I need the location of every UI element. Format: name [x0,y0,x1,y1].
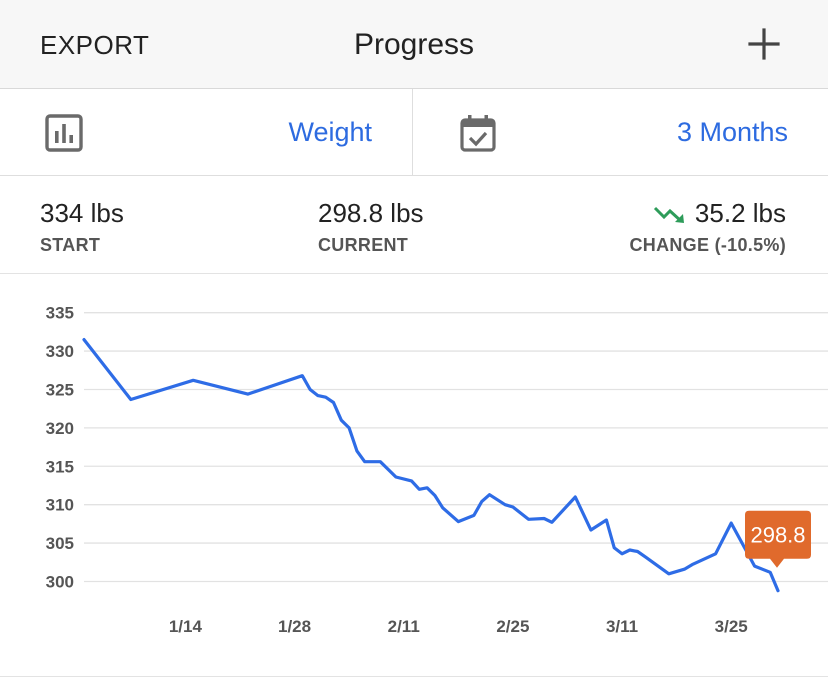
y-tick-label: 315 [46,457,74,476]
top-app-bar: EXPORT Progress [0,0,828,89]
page-title: Progress [353,28,475,61]
weight-line [82,337,780,593]
date-range-value: 3 Months [676,117,788,147]
export-button[interactable]: EXPORT [40,30,150,60]
change-stat: 35.2 lbs CHANGE (-10.5%) [629,198,786,256]
current-value: 298.8 lbs [318,198,424,228]
y-tick-label: 335 [46,304,74,323]
start-label: START [40,235,101,255]
current-stat: 298.8 lbs CURRENT [318,198,424,256]
weight-chart: 300 305 310 315 320 325 330 335 1/14 1/28 2/11 2/25… [0,275,828,675]
date-range-selector[interactable]: 3 Months [414,89,828,175]
y-tick-label: 300 [46,572,74,591]
x-tick-label: 1/28 [278,617,311,636]
weight-line-chart: 300 305 310 315 320 325 330 335 1/14 1/28 2/11 2/25… [46,304,828,636]
metric-selector[interactable]: Weight [0,89,413,175]
start-value: 334 lbs [40,198,124,228]
y-tick-label: 305 [46,534,74,553]
x-tick-label: 2/11 [388,617,420,636]
y-tick-label: 310 [46,496,74,515]
x-tick-label: 1/14 [169,617,203,636]
x-tick-label: 2/25 [496,617,529,636]
divider [0,676,828,677]
x-tick-label: 3/25 [715,617,748,636]
change-label: CHANGE (-10.5%) [629,235,786,255]
calendar-check-icon [458,113,498,153]
change-value: 35.2 lbs [694,198,786,228]
y-tick-label: 325 [46,380,74,399]
metric-value: Weight [288,117,372,147]
stats-row: 334 lbs START 298.8 lbs CURRENT 35.2 lbs… [0,176,828,274]
x-tick-label: 3/11 [606,617,638,636]
plus-icon[interactable] [744,24,784,64]
current-label: CURRENT [318,235,409,255]
value-callout [745,510,811,568]
y-tick-label: 330 [46,342,74,361]
y-tick-label: 320 [46,419,74,438]
trending-down-icon [653,202,687,226]
value-callout-label: 298.8 [750,523,805,548]
selector-row: Weight 3 Months [0,89,828,176]
bar-chart-icon [44,113,84,153]
start-stat: 334 lbs START [40,198,124,256]
